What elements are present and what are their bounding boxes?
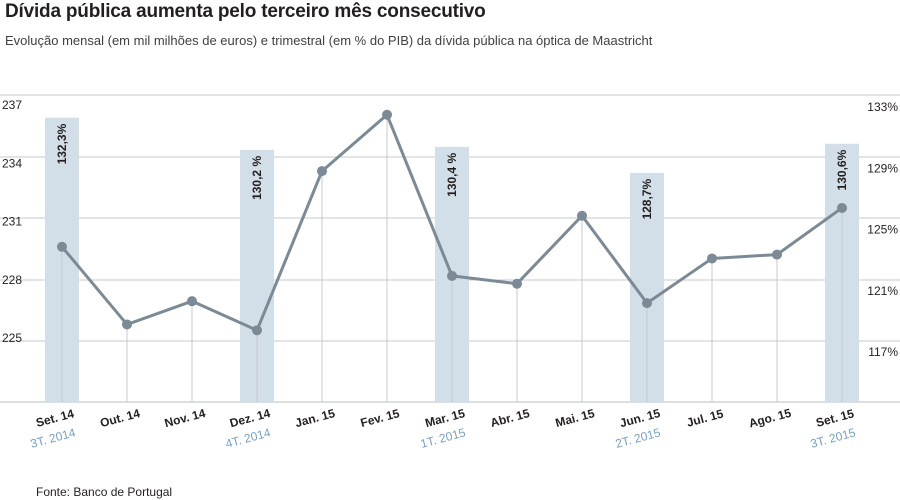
data-point <box>772 249 782 260</box>
x-category-label: Jan. 15 <box>293 406 336 430</box>
data-point <box>577 210 587 221</box>
y-left-tick-label: 231 <box>2 215 22 229</box>
y-right-tick-label: 129% <box>867 161 898 175</box>
quarter-bar-label: 130,6% <box>835 149 849 190</box>
data-point <box>447 270 457 281</box>
data-point <box>57 241 67 252</box>
quarter-bar-label: 128,7% <box>640 179 654 220</box>
x-category-label: Jul. 15 <box>685 406 725 429</box>
monthly-series <box>57 109 847 336</box>
y-left-tick-label: 225 <box>2 331 22 345</box>
x-category-label: Abr. 15 <box>489 406 532 430</box>
data-point <box>252 325 262 336</box>
data-point <box>837 202 847 213</box>
y-right-tick-label: 117% <box>868 345 898 359</box>
data-point <box>707 253 717 264</box>
quarter-bar-label: 132,3% <box>55 123 69 164</box>
x-category-label: Nov. 14 <box>163 406 207 430</box>
y-left-tick-label: 237 <box>2 98 22 112</box>
data-point <box>187 296 197 307</box>
y-left-tick-label: 228 <box>2 273 22 287</box>
source-note: Fonte: Banco de Portugal <box>36 485 173 499</box>
data-point <box>512 278 522 289</box>
vertical-guides <box>61 114 843 402</box>
quarter-bar-label: 130,2 % <box>250 156 264 200</box>
x-category-label: Fev. 15 <box>359 406 401 430</box>
x-category-label: Mai. 15 <box>554 406 597 430</box>
y-right-tick-label: 133% <box>867 100 898 114</box>
quarter-bar-label: 130,4 % <box>445 152 459 196</box>
chart-subtitle: Evolução mensal (em mil milhões de euros… <box>5 33 653 48</box>
data-point <box>382 109 392 120</box>
y-left-tick-label: 234 <box>2 156 22 170</box>
x-category-label: Ago. 15 <box>747 406 793 431</box>
chart-title: Dívida pública aumenta pelo terceiro mês… <box>5 1 486 22</box>
y-right-tick-label: 125% <box>867 223 898 237</box>
data-point <box>317 166 327 177</box>
y-right-tick-label: 121% <box>867 284 898 298</box>
data-point <box>122 319 132 330</box>
x-quarter-label: 3T. 2014 <box>29 425 77 451</box>
x-category-label: Out. 14 <box>99 406 142 430</box>
x-quarter-label: 3T. 2015 <box>809 425 857 451</box>
data-point <box>642 298 652 309</box>
